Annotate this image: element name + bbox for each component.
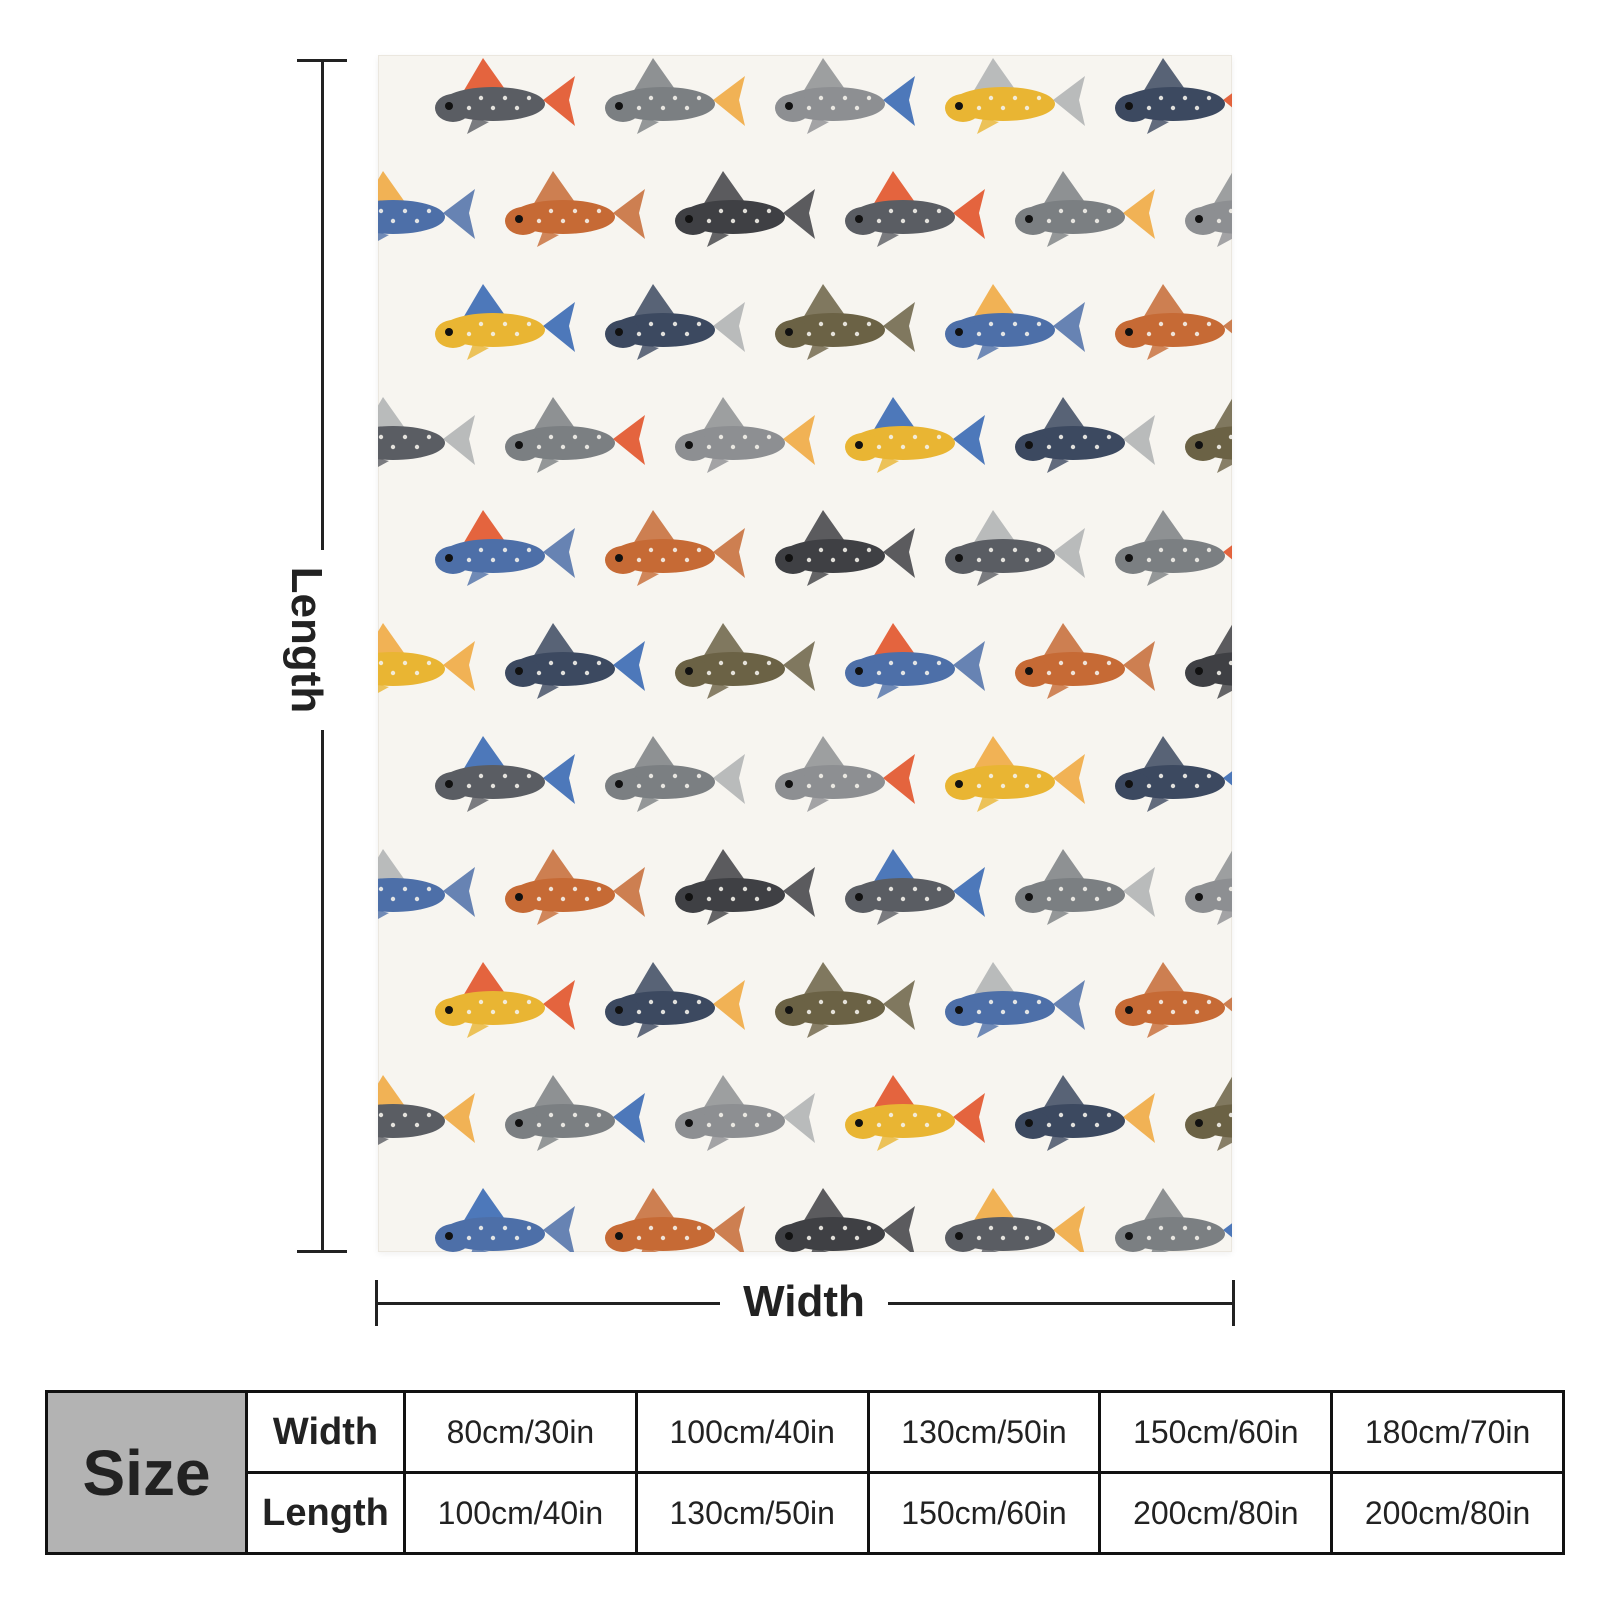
fish-illustration [505,171,645,247]
fish-illustration [605,284,745,360]
size-row-length: Length 100cm/40in 130cm/50in 150cm/60in … [47,1471,1565,1555]
fish-illustration [775,58,915,134]
width-dimension-line-right [888,1302,1235,1305]
fish-illustration [945,736,1085,812]
fish-illustration [945,962,1085,1038]
fish-illustration [605,736,745,812]
fish-illustration [435,284,575,360]
fish-illustration [945,284,1085,360]
fish-illustration [775,736,915,812]
fish-illustration [435,962,575,1038]
width-cell: 180cm/70in [1330,1390,1565,1474]
fish-illustration [1015,623,1155,699]
fish-illustration [845,849,985,925]
fish-illustration [675,623,815,699]
fish-illustration [1015,171,1155,247]
width-cell: 150cm/60in [1098,1390,1334,1474]
fish-illustration [1185,172,1232,247]
fish-illustration [945,58,1085,134]
fish-illustration [1185,850,1232,925]
fish-illustration [775,1188,915,1252]
fish-illustration [378,1075,475,1145]
length-cell: 130cm/50in [634,1471,870,1555]
fish-illustration [435,58,575,134]
fish-illustration [435,736,575,812]
fish-illustration [505,1075,645,1151]
size-row-width: Size Width 80cm/30in 100cm/40in 130cm/50… [45,1390,1565,1555]
fish-illustration [775,510,915,586]
width-cell: 100cm/40in [634,1390,870,1474]
fish-illustration [1185,398,1232,473]
fish-illustration [675,1075,815,1151]
fish-illustration [845,623,985,699]
width-cell: 80cm/30in [403,1390,638,1474]
fish-illustration [775,962,915,1038]
fish-illustration [605,58,745,134]
fish-illustration [945,1188,1085,1252]
fish-illustration [378,171,475,241]
fish-illustration [1115,1188,1232,1252]
length-cell: 100cm/40in [403,1471,638,1555]
fish-illustration [1115,736,1232,812]
size-corner-cell: Size [45,1390,248,1555]
fish-illustration [845,397,985,473]
length-cell: 200cm/80in [1098,1471,1334,1555]
row-head-length: Length [245,1471,406,1555]
fish-illustration [1115,284,1232,360]
width-cell: 130cm/50in [866,1390,1102,1474]
row-head-width: Width [245,1390,406,1474]
length-label: Length [281,550,331,730]
fish-illustration [505,849,645,925]
fish-illustration [1115,510,1232,586]
fish-illustration [845,1075,985,1151]
fish-illustration [675,171,815,247]
fish-illustration [845,171,985,247]
fish-illustration [1015,849,1155,925]
fish-illustration [1185,1076,1232,1151]
fish-illustration [378,623,475,693]
fish-illustration [675,397,815,473]
fish-illustration [1115,58,1232,134]
width-dimension-line-left [375,1302,720,1305]
fish-illustration [1015,1075,1155,1151]
length-cell: 200cm/80in [1330,1471,1565,1555]
length-cell: 150cm/60in [866,1471,1102,1555]
fish-illustration [435,1188,575,1252]
fish-illustration [378,849,475,919]
fish-illustration [605,510,745,586]
fish-illustration [378,397,475,467]
fish-illustration [1015,397,1155,473]
width-label: Width [743,1277,865,1326]
fish-illustration [775,284,915,360]
fish-illustration [945,510,1085,586]
fish-illustration [435,510,575,586]
fish-illustration [1115,962,1232,1038]
fish-pattern [378,58,1232,1252]
blanket-product-image [378,55,1232,1252]
fish-illustration [1185,624,1232,699]
fish-illustration [605,1188,745,1252]
fish-illustration [675,849,815,925]
fish-illustration [505,623,645,699]
fish-illustration [505,397,645,473]
fish-illustration [605,962,745,1038]
size-table: Size Width 80cm/30in 100cm/40in 130cm/50… [45,1390,1565,1555]
